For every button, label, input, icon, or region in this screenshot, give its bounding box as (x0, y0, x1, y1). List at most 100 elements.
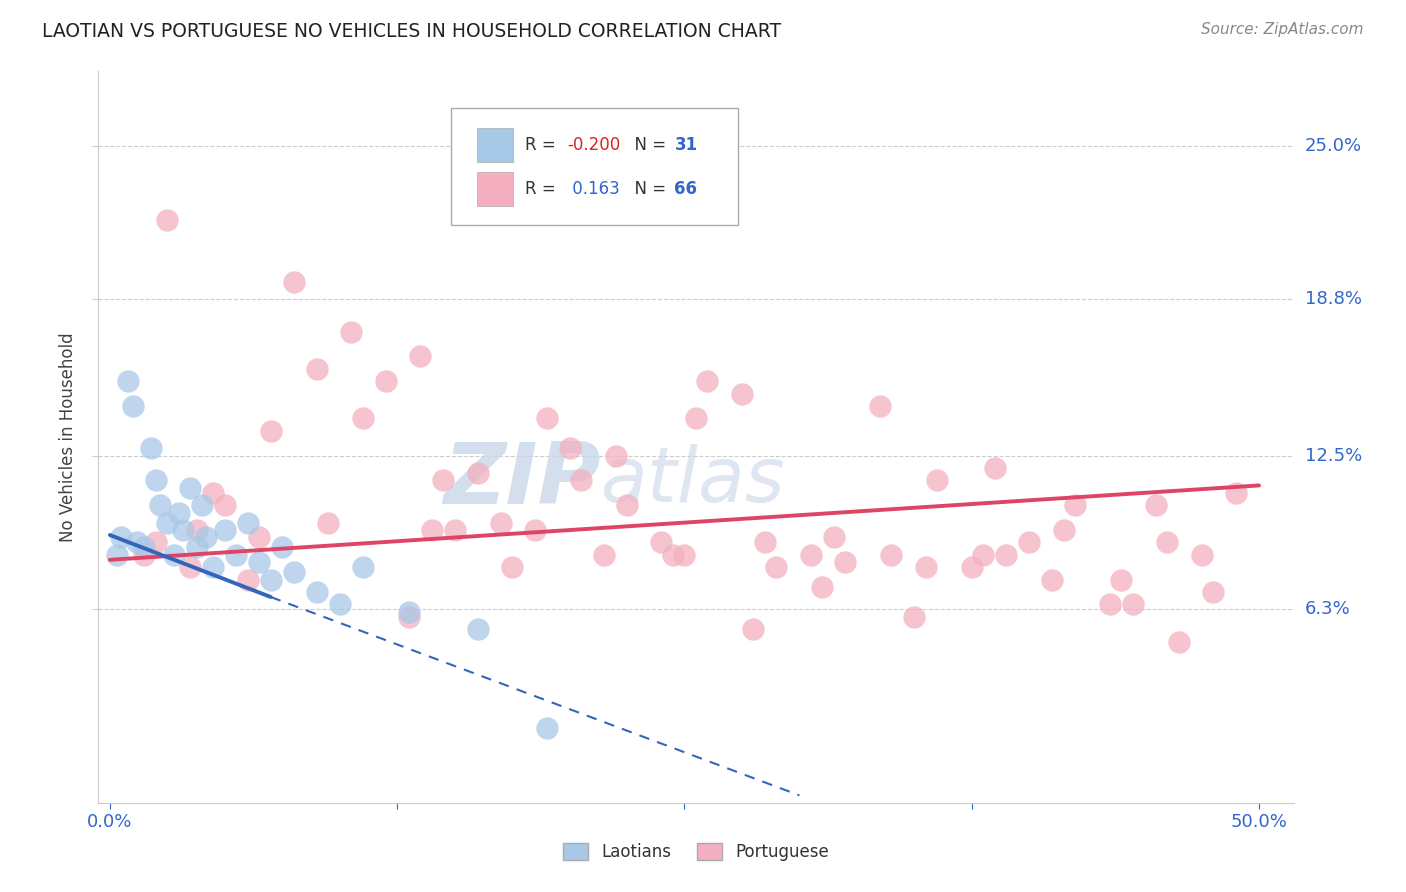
Point (765, 560, 787, 574)
Point (1053, 523, 1076, 537)
Point (605, 449, 627, 463)
Point (352, 560, 374, 574)
Point (685, 411, 707, 425)
Text: Source: ZipAtlas.com: Source: ZipAtlas.com (1201, 22, 1364, 37)
Point (214, 523, 236, 537)
Point (800, 548, 823, 562)
FancyBboxPatch shape (451, 108, 738, 225)
Point (616, 498, 638, 512)
Point (247, 531, 270, 545)
Point (995, 548, 1018, 562)
Point (374, 374, 396, 388)
Point (673, 548, 696, 562)
Point (1109, 573, 1132, 587)
Point (134, 548, 156, 562)
Point (1040, 573, 1063, 587)
Point (156, 213, 179, 227)
Point (167, 506, 190, 520)
Text: N =: N = (624, 180, 672, 198)
Point (105, 548, 128, 562)
Point (329, 598, 352, 612)
Point (467, 622, 489, 636)
Point (186, 523, 208, 537)
Point (202, 560, 225, 574)
Point (163, 548, 186, 562)
Point (501, 560, 523, 574)
Point (731, 386, 754, 401)
Point (1202, 585, 1225, 599)
Point (536, 411, 558, 425)
Bar (477, 128, 513, 162)
Point (398, 610, 420, 624)
Point (202, 486, 225, 500)
Point (145, 474, 167, 488)
Point (650, 535, 672, 549)
Point (1156, 535, 1178, 549)
Point (972, 548, 994, 562)
Legend: Laotians, Portuguese: Laotians, Portuguese (557, 836, 835, 868)
Point (1144, 498, 1167, 512)
Point (467, 466, 489, 480)
Point (179, 560, 201, 574)
Text: R =: R = (524, 136, 561, 154)
Point (134, 541, 156, 555)
Point (834, 555, 856, 569)
Point (260, 424, 283, 438)
Point (191, 498, 214, 512)
Point (316, 516, 339, 530)
Point (352, 411, 374, 425)
Text: N =: N = (624, 136, 672, 154)
Text: 0.163: 0.163 (567, 180, 620, 198)
Point (225, 548, 247, 562)
Point (927, 474, 949, 488)
Point (398, 605, 420, 619)
Point (742, 622, 765, 636)
Text: R =: R = (524, 180, 561, 198)
Point (696, 374, 718, 388)
Point (1064, 498, 1087, 512)
Text: 25.0%: 25.0% (1305, 136, 1362, 154)
Point (1191, 548, 1213, 562)
Point (960, 560, 983, 574)
Point (195, 531, 218, 545)
Point (420, 523, 443, 537)
Point (536, 722, 558, 736)
Text: 18.8%: 18.8% (1305, 291, 1361, 309)
Point (593, 548, 616, 562)
Point (247, 555, 270, 569)
Point (409, 350, 432, 364)
Point (305, 362, 328, 376)
Point (903, 610, 925, 624)
Point (754, 535, 776, 549)
Point (186, 541, 208, 555)
Text: 31: 31 (675, 136, 697, 154)
Text: 6.3%: 6.3% (1305, 600, 1350, 618)
Y-axis label: No Vehicles in Household: No Vehicles in Household (59, 332, 77, 542)
Point (110, 531, 132, 545)
Point (443, 523, 465, 537)
Point (271, 541, 294, 555)
Point (179, 481, 201, 495)
Point (149, 498, 172, 512)
Text: ZIP: ZIP (443, 440, 600, 523)
Point (880, 548, 903, 562)
Point (172, 523, 194, 537)
Point (305, 585, 328, 599)
Text: atlas: atlas (600, 444, 785, 518)
Point (283, 275, 305, 289)
Point (340, 325, 363, 339)
Point (1122, 598, 1144, 612)
Point (236, 573, 259, 587)
Point (122, 399, 145, 413)
Point (432, 474, 454, 488)
Point (1225, 486, 1247, 500)
Point (489, 516, 512, 530)
Point (569, 474, 592, 488)
Point (127, 535, 149, 549)
Point (558, 442, 581, 456)
Point (236, 516, 259, 530)
Point (914, 560, 936, 574)
Point (156, 516, 179, 530)
Point (117, 374, 139, 388)
Point (260, 573, 283, 587)
